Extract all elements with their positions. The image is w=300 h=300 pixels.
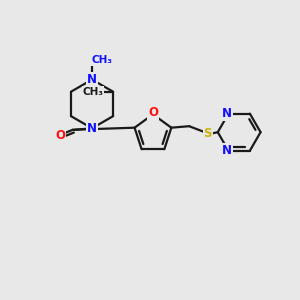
Text: N: N: [87, 73, 97, 86]
Text: N: N: [222, 144, 232, 157]
Text: CH₃: CH₃: [91, 55, 112, 65]
Text: O: O: [55, 129, 65, 142]
Text: S: S: [203, 127, 212, 140]
Text: O: O: [148, 106, 158, 119]
Text: N: N: [222, 107, 232, 120]
Text: N: N: [87, 122, 97, 135]
Text: CH₃: CH₃: [83, 87, 104, 97]
